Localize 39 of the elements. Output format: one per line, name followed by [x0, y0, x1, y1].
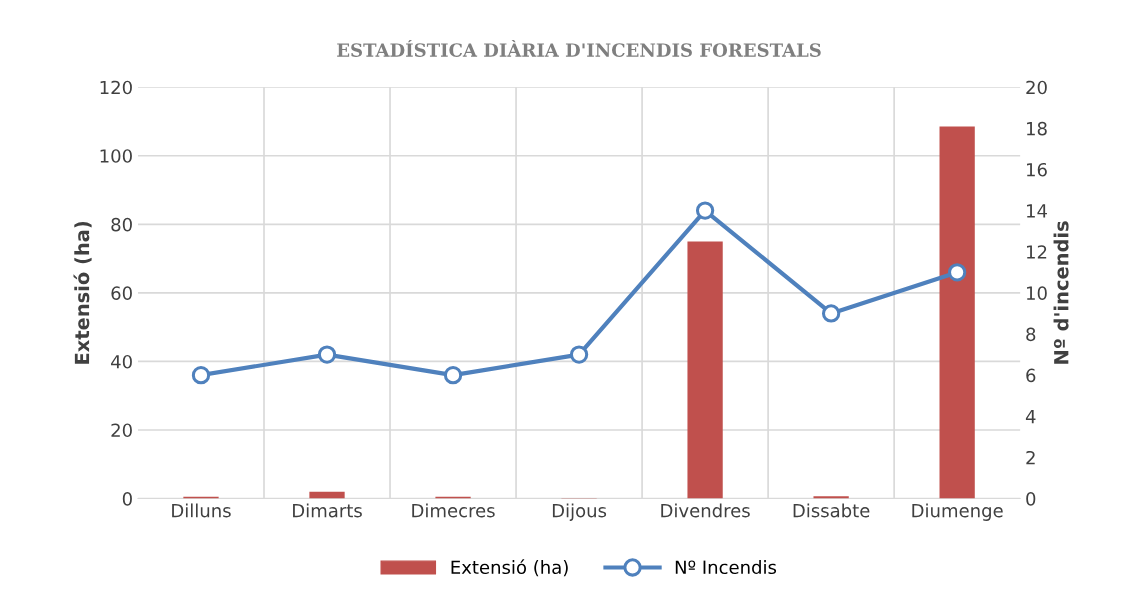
point [191, 365, 211, 385]
y-tick-label: 20 [111, 423, 132, 438]
x-tick-label: Diumenge [912, 503, 1003, 521]
y2-axis-title: Nº d'incendis [1053, 221, 1069, 364]
y2-tick-label: 0 [1026, 492, 1036, 506]
y-tick-label: 80 [111, 217, 132, 232]
y2-tick-label: 8 [1026, 327, 1036, 342]
x-tick-label: Dissabte [793, 503, 870, 518]
point [443, 365, 463, 385]
y-tick-label: 0 [122, 492, 132, 506]
x-tick-label: Dilluns [172, 503, 231, 518]
y2-tick-label: 12 [1027, 245, 1047, 259]
y-tick-label: 60 [111, 286, 132, 300]
point [821, 304, 841, 323]
chart-title: ESTADÍSTICA DIÀRIA D'INCENDIS FORESTALS [337, 39, 821, 57]
point [695, 201, 715, 220]
y2-tick-label: 16 [1027, 162, 1047, 177]
x-tick-label: Dimecres [412, 503, 495, 518]
y2-tick-label: 10 [1027, 286, 1047, 300]
legend-label: Extensió (ha) [451, 559, 568, 577]
point [569, 345, 589, 364]
y2-tick-label: 14 [1027, 204, 1047, 218]
y2-tick-label: 18 [1027, 121, 1047, 136]
point [947, 263, 967, 282]
x-tick-label: Divendres [661, 503, 750, 518]
x-tick-label: Dijous [552, 503, 607, 521]
y-tick-label: 120 [100, 80, 132, 95]
legend-label: Nº Incendis [675, 560, 777, 575]
y-tick-label: 40 [111, 354, 132, 369]
y2-tick-label: 6 [1026, 368, 1036, 383]
point [317, 345, 337, 364]
x-tick-label: Dimarts [293, 503, 362, 518]
y2-tick-label: 2 [1026, 450, 1035, 465]
y2-tick-label: 4 [1025, 409, 1036, 424]
y-tick-label: 100 [100, 149, 132, 163]
y-axis-title: Extensió (ha) [73, 221, 92, 364]
bar [687, 241, 723, 499]
y2-tick-label: 20 [1026, 80, 1047, 95]
bar [939, 126, 975, 499]
